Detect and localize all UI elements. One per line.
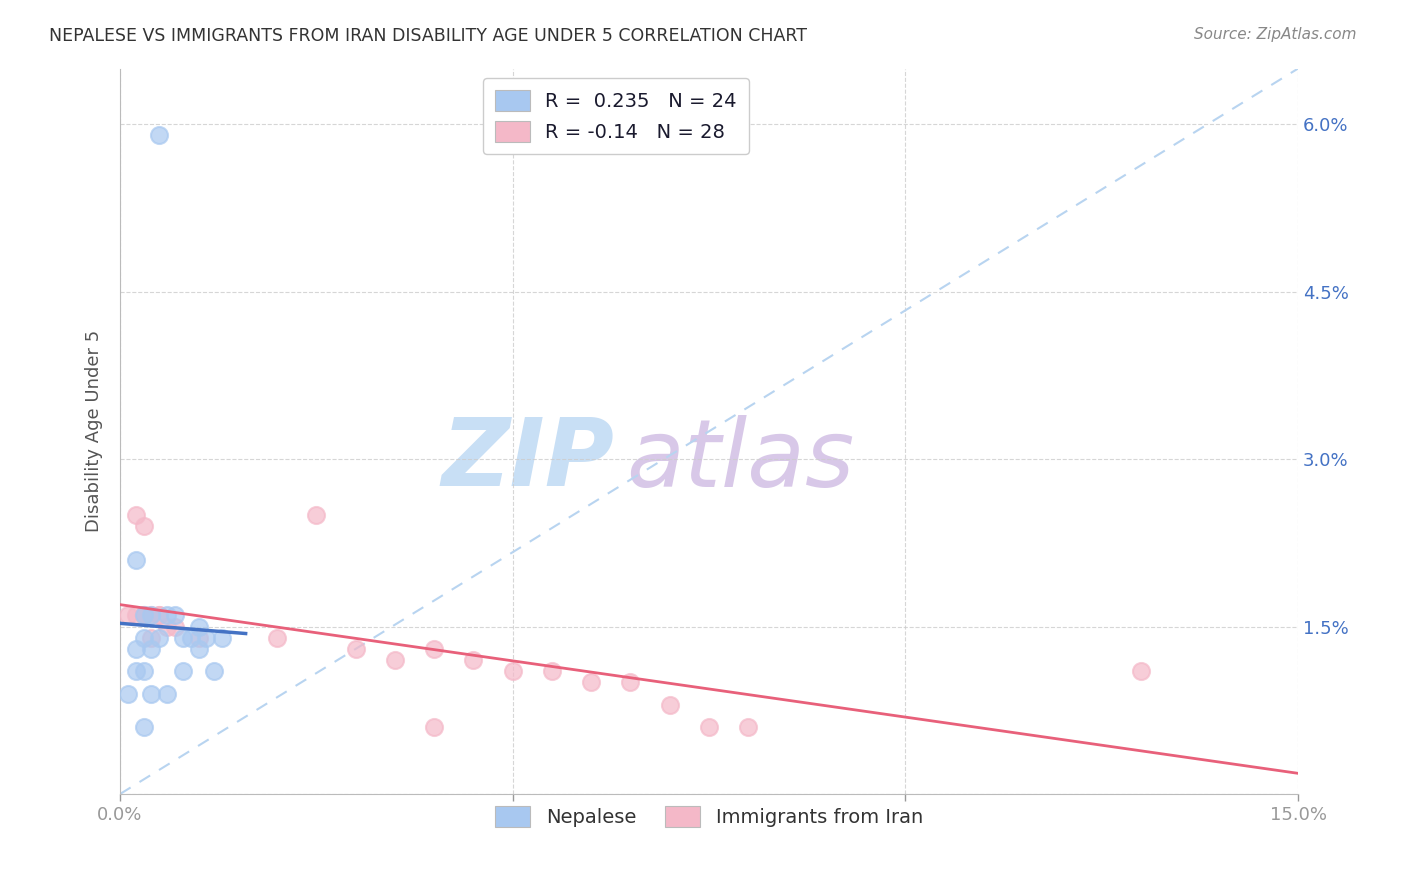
Point [148, 608, 170, 623]
Point [187, 631, 209, 645]
Point [195, 631, 218, 645]
Point [423, 720, 446, 734]
Point [124, 608, 146, 623]
Point [172, 631, 194, 645]
Text: atlas: atlas [627, 415, 855, 506]
Point [117, 687, 139, 701]
Point [141, 608, 163, 623]
Point [697, 720, 720, 734]
Point [658, 698, 681, 712]
Point [423, 642, 446, 657]
Point [132, 720, 155, 734]
Point [202, 665, 225, 679]
Point [163, 619, 186, 633]
Point [541, 665, 564, 679]
Legend: Nepalese, Immigrants from Iran: Nepalese, Immigrants from Iran [488, 798, 931, 835]
Point [117, 608, 139, 623]
Point [148, 608, 170, 623]
Point [180, 631, 202, 645]
Point [156, 687, 179, 701]
Point [141, 642, 163, 657]
Point [132, 665, 155, 679]
Point [172, 665, 194, 679]
Point [132, 608, 155, 623]
Point [148, 631, 170, 645]
Point [344, 642, 367, 657]
Point [211, 631, 233, 645]
Point [124, 665, 146, 679]
Point [132, 631, 155, 645]
Point [124, 508, 146, 522]
Point [579, 675, 602, 690]
Point [384, 653, 406, 667]
Point [156, 608, 179, 623]
Point [141, 608, 163, 623]
Point [141, 687, 163, 701]
Point [132, 608, 155, 623]
Point [163, 608, 186, 623]
Point [148, 128, 170, 143]
Text: NEPALESE VS IMMIGRANTS FROM IRAN DISABILITY AGE UNDER 5 CORRELATION CHART: NEPALESE VS IMMIGRANTS FROM IRAN DISABIL… [49, 27, 807, 45]
Point [187, 619, 209, 633]
Point [1130, 665, 1153, 679]
Point [132, 519, 155, 533]
Point [463, 653, 485, 667]
Point [141, 631, 163, 645]
Point [124, 552, 146, 566]
Y-axis label: Disability Age Under 5: Disability Age Under 5 [86, 330, 103, 533]
Point [737, 720, 759, 734]
Point [187, 642, 209, 657]
Text: Source: ZipAtlas.com: Source: ZipAtlas.com [1194, 27, 1357, 42]
Point [266, 631, 288, 645]
Point [124, 642, 146, 657]
Point [619, 675, 641, 690]
Point [156, 619, 179, 633]
Point [502, 665, 524, 679]
Text: ZIP: ZIP [441, 414, 614, 507]
Point [132, 608, 155, 623]
Point [305, 508, 328, 522]
